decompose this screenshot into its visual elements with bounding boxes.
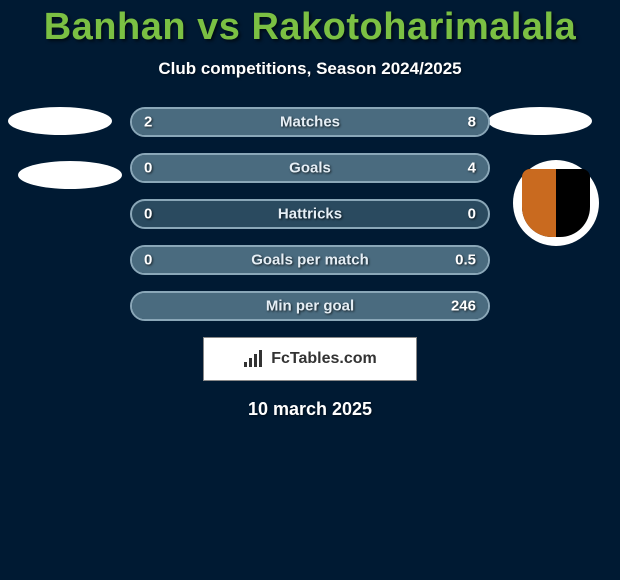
stat-value-left: 2 — [144, 114, 152, 131]
stat-value-right: 4 — [468, 160, 476, 177]
club-shield-icon — [522, 169, 590, 237]
stats-block: 2 Matches 8 0 Goals 4 0 Hattricks 0 0 Go… — [0, 107, 620, 321]
stat-row-goals-per-match: 0 Goals per match 0.5 — [130, 245, 490, 275]
player-right-club-badge — [513, 160, 599, 246]
player-right-logo-placeholder — [488, 107, 592, 135]
stat-value-right: 8 — [468, 114, 476, 131]
season-subtitle: Club competitions, Season 2024/2025 — [0, 59, 620, 79]
page-title: Banhan vs Rakotoharimalala — [0, 0, 620, 49]
snapshot-date: 10 march 2025 — [0, 399, 620, 420]
stat-value-right: 0 — [468, 206, 476, 223]
stat-value-left: 0 — [144, 160, 152, 177]
stat-row-matches: 2 Matches 8 — [130, 107, 490, 137]
stat-row-goals: 0 Goals 4 — [130, 153, 490, 183]
stat-label: Matches — [280, 114, 340, 131]
brand-footer[interactable]: FcTables.com — [203, 337, 417, 381]
stat-value-left: 0 — [144, 252, 152, 269]
stat-row-hattricks: 0 Hattricks 0 — [130, 199, 490, 229]
stat-fill-right — [203, 109, 488, 135]
player-left-logo-placeholder-1 — [8, 107, 112, 135]
stat-fill-left — [132, 109, 203, 135]
bar-chart-icon — [243, 350, 265, 368]
stat-label: Goals per match — [251, 252, 369, 269]
stat-label: Goals — [289, 160, 331, 177]
brand-text: FcTables.com — [271, 350, 377, 368]
stat-label: Min per goal — [266, 298, 354, 315]
stat-value-right: 246 — [451, 298, 476, 315]
stat-row-min-per-goal: Min per goal 246 — [130, 291, 490, 321]
stat-bars: 2 Matches 8 0 Goals 4 0 Hattricks 0 0 Go… — [130, 107, 490, 321]
stat-value-right: 0.5 — [455, 252, 476, 269]
player-left-logo-placeholder-2 — [18, 161, 122, 189]
stat-label: Hattricks — [278, 206, 342, 223]
stat-value-left: 0 — [144, 206, 152, 223]
